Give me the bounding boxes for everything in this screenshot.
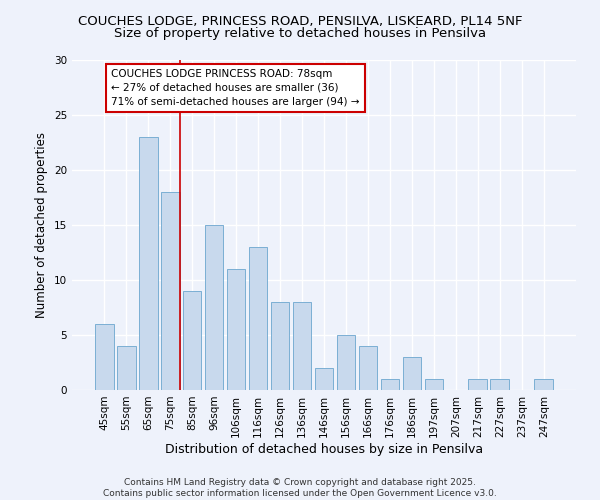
Bar [490,379,509,390]
Bar [425,379,443,390]
Bar [293,302,311,390]
Bar [535,379,553,390]
Bar [249,247,268,390]
Bar [359,346,377,390]
Bar [95,324,113,390]
Bar [205,225,223,390]
Bar [139,137,158,390]
Bar [183,291,202,390]
Y-axis label: Number of detached properties: Number of detached properties [35,132,49,318]
Bar [469,379,487,390]
Bar [161,192,179,390]
Text: Size of property relative to detached houses in Pensilva: Size of property relative to detached ho… [114,28,486,40]
Bar [380,379,399,390]
Bar [314,368,334,390]
Bar [271,302,289,390]
Text: Contains HM Land Registry data © Crown copyright and database right 2025.
Contai: Contains HM Land Registry data © Crown c… [103,478,497,498]
Text: COUCHES LODGE, PRINCESS ROAD, PENSILVA, LISKEARD, PL14 5NF: COUCHES LODGE, PRINCESS ROAD, PENSILVA, … [78,15,522,28]
Bar [117,346,136,390]
Bar [337,335,355,390]
Bar [227,269,245,390]
Bar [403,357,421,390]
Text: COUCHES LODGE PRINCESS ROAD: 78sqm
← 27% of detached houses are smaller (36)
71%: COUCHES LODGE PRINCESS ROAD: 78sqm ← 27%… [111,69,359,107]
X-axis label: Distribution of detached houses by size in Pensilva: Distribution of detached houses by size … [165,442,483,456]
